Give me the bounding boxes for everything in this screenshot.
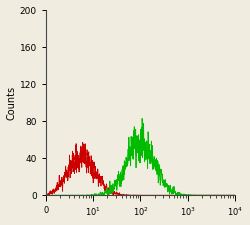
Y-axis label: Counts: Counts	[7, 86, 17, 120]
